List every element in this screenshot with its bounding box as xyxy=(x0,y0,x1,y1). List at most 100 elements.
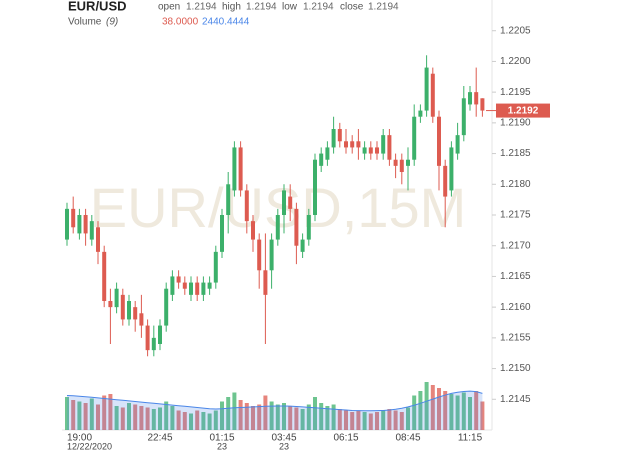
candle-body xyxy=(207,282,212,289)
volume-bar xyxy=(455,395,460,430)
volume-bar xyxy=(399,412,404,430)
y-tick-label: 1.2195 xyxy=(500,87,531,98)
volume-bar xyxy=(226,397,231,430)
candle-body xyxy=(71,208,76,228)
volume-value: 38.0000 xyxy=(162,17,199,28)
candle-body xyxy=(176,276,181,283)
volume-bar xyxy=(170,406,175,430)
volume-bar xyxy=(331,404,336,430)
candle-body xyxy=(133,307,138,320)
candle-body xyxy=(238,147,243,191)
candle-body xyxy=(108,301,113,308)
candle-body xyxy=(393,159,398,166)
volume-bar xyxy=(89,398,94,430)
volume-bar xyxy=(244,403,249,430)
candle-body xyxy=(220,215,224,252)
volume-bar xyxy=(71,400,76,430)
x-tick-sublabel: 23 xyxy=(217,441,227,451)
y-tick-label: 1.2180 xyxy=(500,179,531,190)
candle-body xyxy=(468,92,472,105)
volume-bar xyxy=(375,412,379,430)
volume-bar xyxy=(114,406,119,430)
volume-bar xyxy=(263,395,268,430)
candle-body xyxy=(65,208,69,240)
y-tick-label: 1.2185 xyxy=(500,148,531,159)
y-tick-label: 1.2170 xyxy=(500,240,531,251)
x-tick-label: 01:15 xyxy=(209,433,234,444)
candle-body xyxy=(232,147,237,191)
volume-bar xyxy=(133,404,138,430)
candle-body xyxy=(337,129,342,142)
volume-bar xyxy=(213,410,218,430)
volume-bar xyxy=(127,403,131,430)
candle-body xyxy=(201,282,206,295)
candle-body xyxy=(213,251,218,283)
volume-bar xyxy=(288,406,293,430)
candle-body xyxy=(406,159,410,166)
volume-bar xyxy=(337,409,342,430)
close-label: close xyxy=(340,2,364,13)
y-tick-label: 1.2160 xyxy=(500,302,531,313)
volume-bar xyxy=(96,404,100,430)
candle-body xyxy=(437,116,441,166)
candle-body xyxy=(226,184,231,215)
candle-body xyxy=(412,116,417,160)
volume-label: Volume xyxy=(68,17,102,28)
candle-body xyxy=(325,147,330,160)
candle-body xyxy=(331,129,336,148)
volume-bar xyxy=(269,401,274,430)
candle-body xyxy=(461,98,466,136)
candle-body xyxy=(189,282,193,295)
candle-body xyxy=(449,147,454,191)
y-tick-label: 1.2190 xyxy=(500,117,531,128)
volume-bar xyxy=(412,395,417,430)
volume-bar xyxy=(325,406,330,430)
volume-bar xyxy=(468,397,472,430)
candle-body xyxy=(257,239,262,271)
low-value: 1.2194 xyxy=(303,2,334,13)
close-value: 1.2194 xyxy=(368,2,399,13)
volume-bar xyxy=(251,406,255,430)
volume-bar xyxy=(189,413,193,430)
volume-bar xyxy=(83,403,88,430)
candle-body xyxy=(387,135,392,160)
candle-body xyxy=(319,153,324,166)
candle-body xyxy=(158,325,162,344)
volume-bar xyxy=(108,394,113,430)
volume-bar xyxy=(77,401,82,430)
volume-bar xyxy=(406,407,410,430)
volume-bar xyxy=(368,413,373,430)
candle-body xyxy=(145,325,150,351)
high-value: 1.2194 xyxy=(246,2,277,13)
volume-bar xyxy=(461,392,466,430)
x-tick-label: 19:00 xyxy=(67,433,92,444)
volume-bar xyxy=(139,406,144,430)
volume-bar xyxy=(300,409,305,430)
candle-body xyxy=(244,190,249,222)
candle-body xyxy=(195,282,200,295)
symbol: EUR/USD xyxy=(68,0,127,13)
candle-body xyxy=(275,215,280,240)
candle-body xyxy=(164,288,169,326)
open-label: open xyxy=(158,2,180,13)
candle-body xyxy=(455,135,460,154)
y-tick-label: 1.2150 xyxy=(500,363,531,374)
volume-period: (9) xyxy=(106,17,118,28)
volume-bar xyxy=(232,392,237,430)
y-tick-label: 1.2175 xyxy=(500,210,531,221)
volume-bar xyxy=(207,413,212,430)
volume-bar xyxy=(393,410,398,430)
candle-body xyxy=(288,196,293,209)
x-tick-label: 03:45 xyxy=(271,433,296,444)
candle-body xyxy=(269,239,274,271)
last-price-box xyxy=(496,103,550,118)
volume-ma-area xyxy=(67,391,483,430)
candle-body xyxy=(294,208,299,246)
volume-bar xyxy=(151,409,156,430)
candle-body xyxy=(77,215,82,234)
volume-bar xyxy=(201,412,206,430)
candle-body xyxy=(182,282,187,289)
candle-body xyxy=(418,110,423,117)
low-label: low xyxy=(282,2,298,13)
